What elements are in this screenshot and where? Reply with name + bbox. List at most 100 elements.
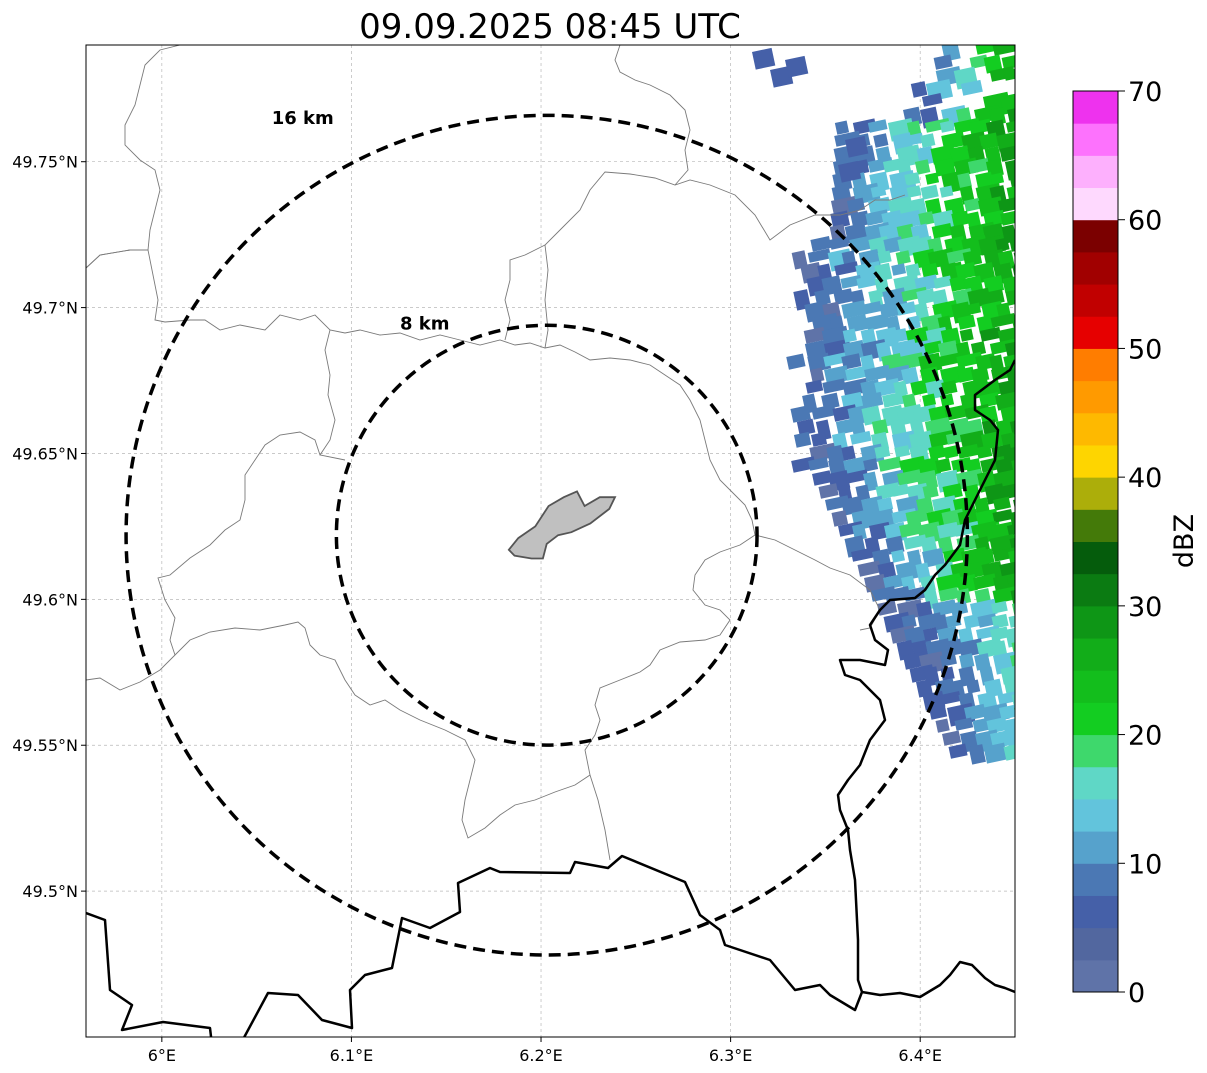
radar-echo-cell [974, 548, 995, 566]
radar-echo-cell [976, 445, 993, 459]
radar-echo-cell [833, 288, 854, 305]
colorbar-swatch [1073, 959, 1118, 993]
radar-echo-cell [791, 250, 808, 270]
radar-echo-cell [914, 159, 931, 175]
radar-echo-cell [979, 392, 1001, 408]
radar-echo-cell [790, 405, 811, 423]
radar-echo-cell [852, 523, 867, 541]
radar-echo-cell [928, 444, 946, 460]
radar-echo-cell [845, 365, 870, 381]
radar-echo-cell [860, 328, 877, 346]
radar-echo-cell [942, 483, 963, 500]
radar-echo-cell [863, 573, 887, 593]
radar-echo-cell [846, 197, 866, 213]
region-boundary-line [319, 329, 346, 461]
radar-echo-cell [983, 742, 1008, 764]
radar-echo-cell [918, 211, 935, 226]
radar-echo-cell [1003, 68, 1015, 81]
radar-echo-cell [967, 302, 982, 315]
radar-echo-cell [932, 599, 958, 617]
radar-echo-cell [979, 326, 1002, 342]
radar-echo-cell [991, 640, 1008, 657]
radar-echo-cell [959, 328, 974, 342]
radar-echo-cell [957, 314, 976, 330]
radar-echo-cell [1014, 79, 1015, 94]
radar-echo-cell [960, 79, 983, 96]
colorbar-swatch [1073, 638, 1118, 671]
colorbar-swatch [1073, 444, 1118, 478]
radar-echo-cell [894, 445, 911, 458]
colorbar-swatch [1073, 412, 1118, 446]
radar-echo-cell [974, 536, 990, 552]
radar-echo-cell [975, 171, 994, 189]
radar-echo-cell [920, 184, 939, 200]
colorbar-tick-label: 60 [1128, 206, 1162, 237]
range-ring-label: 8 km [400, 313, 450, 334]
radar-echo-cell [1012, 599, 1015, 618]
colorbar-swatch [1073, 123, 1118, 156]
colorbar-swatch [1073, 348, 1118, 382]
radar-echo-cell [948, 743, 968, 759]
region-boundary-line [589, 774, 611, 861]
radar-echo-cell [922, 547, 945, 568]
radar-echo-cell [968, 118, 992, 135]
radar-echo-cell [967, 157, 990, 174]
radar-echo-cell [841, 495, 867, 516]
colorbar-swatch [1073, 316, 1118, 349]
radar-echo-cell [931, 289, 949, 307]
radar-echo-cell [850, 289, 865, 304]
radar-echo-cell [995, 391, 1015, 411]
radar-echo-cell [950, 600, 969, 616]
radar-echo-cell [841, 300, 867, 319]
radar-echo-cell [990, 600, 1008, 614]
radar-echo-cell [805, 379, 824, 394]
radar-echo-cell [874, 445, 891, 459]
lat-tick-label: 49.5°N [22, 882, 78, 901]
radar-echo-cell [929, 704, 948, 720]
radar-echo-cell [1005, 626, 1015, 648]
radar-echo-cell [974, 588, 991, 604]
lon-tick-label: 6.3°E [709, 1046, 753, 1065]
radar-echo-cell [838, 160, 862, 183]
colorbar-swatch [1073, 927, 1118, 961]
boundaries-layer [86, 45, 1015, 1037]
range-rings [124, 113, 970, 957]
radar-echo-cell [937, 521, 960, 540]
radar-echo-cell [901, 366, 919, 385]
radar-echo-cell [945, 431, 965, 445]
radar-echo-cell [936, 573, 963, 592]
radar-echo-cell [922, 690, 946, 711]
radar-echo-cell [1000, 404, 1015, 423]
radar-echo-cell [864, 364, 891, 382]
colorbar-swatch [1073, 509, 1118, 542]
region-boundary-line [86, 249, 756, 536]
colorbar-swatch [1073, 895, 1118, 929]
range-ring [334, 323, 759, 747]
radar-echo-cell [841, 445, 856, 461]
radar-echo-cell [1013, 495, 1015, 511]
radar-echo-cell [901, 286, 928, 302]
region-boundary-line [614, 45, 691, 186]
radar-echo-cell [939, 652, 957, 667]
colorbar-swatch [1073, 573, 1118, 607]
radar-echo-cell [811, 404, 837, 420]
radar-echo-cell [923, 627, 939, 642]
radar-echo-cell [967, 287, 992, 309]
radar-echo-cell [951, 210, 970, 227]
colorbar-swatch [1073, 380, 1118, 414]
radar-echo-cell [897, 469, 922, 486]
radar-echo-cell [865, 313, 890, 331]
radar-echo-cell [851, 547, 875, 562]
radar-echo-cell [999, 482, 1015, 500]
radar-echo-cell [970, 341, 987, 356]
colorbar-swatch [1073, 187, 1118, 221]
radar-echo-cell [990, 626, 1009, 641]
radar-echo-cell [997, 196, 1015, 213]
radar-echo-cell [943, 445, 959, 459]
colorbar-label: dBZ [1169, 514, 1200, 568]
radar-echo-cell [1013, 249, 1015, 264]
radar-echo-cell [877, 250, 892, 264]
radar-echo-cell [874, 378, 901, 397]
radar-echo-cell [998, 378, 1015, 396]
